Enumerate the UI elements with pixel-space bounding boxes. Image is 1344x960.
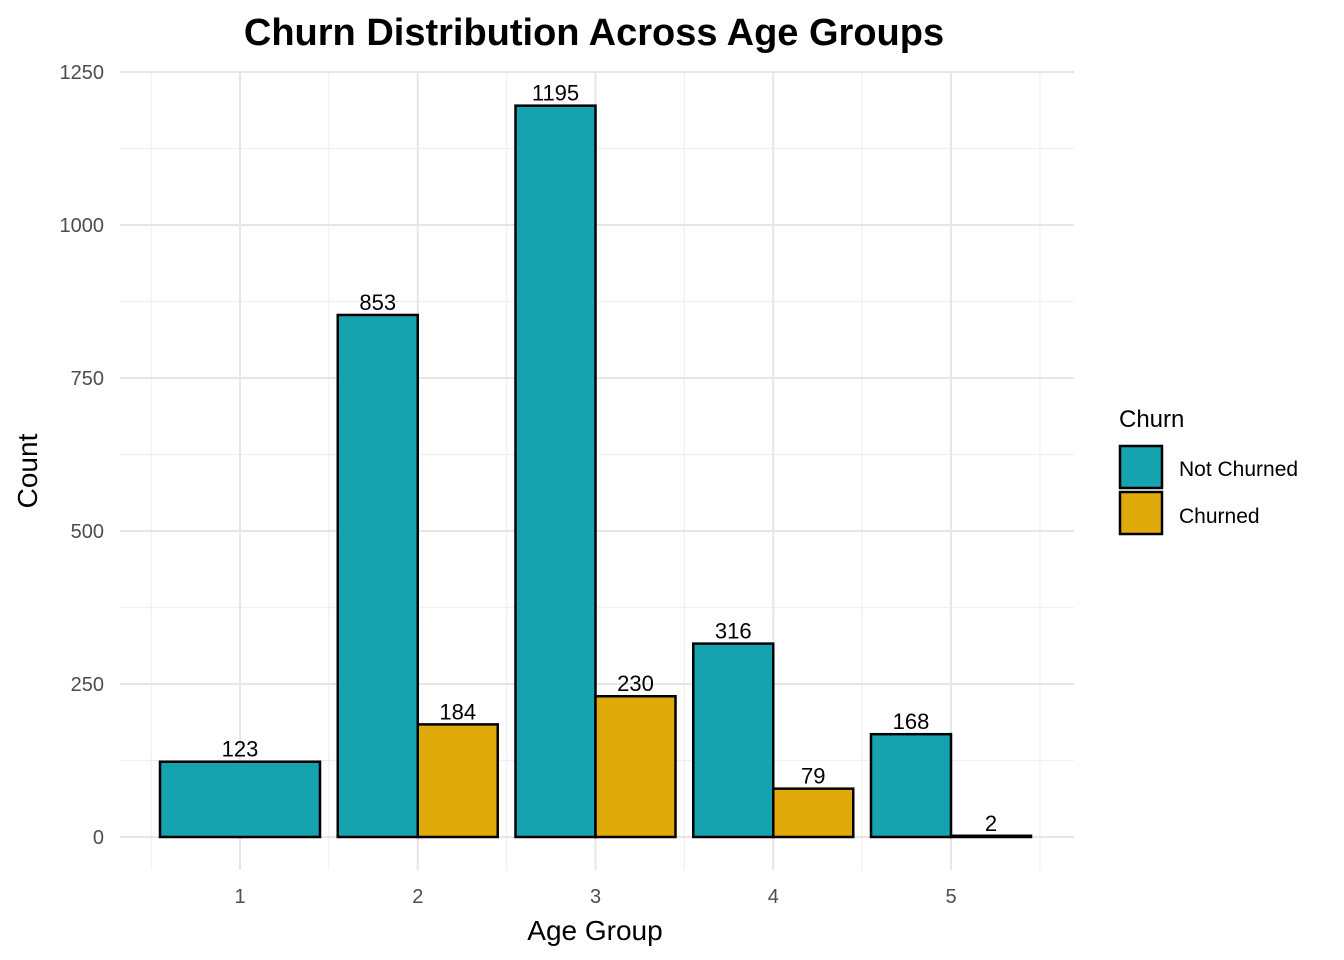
- data-labels: 123 853 184 1195 230 316 79 168 2: [222, 81, 997, 836]
- data-label: 184: [439, 699, 476, 724]
- y-tick-label: 750: [71, 368, 104, 390]
- y-tick-label: 1000: [60, 215, 105, 237]
- bar-churned-2: [416, 723, 499, 839]
- data-label: 79: [801, 764, 825, 789]
- bar-not-churned-1: [158, 760, 322, 839]
- data-label: 2: [985, 811, 997, 836]
- chart-title: Churn Distribution Across Age Groups: [244, 12, 944, 54]
- legend-label-churned: Churned: [1179, 505, 1260, 528]
- data-label: 168: [893, 709, 930, 734]
- y-tick-label: 1250: [60, 62, 105, 84]
- legend-item-churned: Churned: [1118, 490, 1260, 536]
- data-label: 316: [715, 619, 752, 644]
- y-tick-label: 250: [71, 674, 104, 696]
- bar-not-churned-5: [869, 732, 953, 839]
- x-tick-label: 2: [412, 886, 423, 908]
- bar-churned-4: [772, 787, 855, 839]
- y-tick-label: 500: [71, 521, 104, 543]
- bar-churned-5: [949, 834, 1033, 839]
- x-tick-label: 3: [590, 886, 601, 908]
- legend-swatch-churned: [1118, 490, 1164, 536]
- bars: [158, 104, 1033, 839]
- x-tick-label: 4: [768, 886, 779, 908]
- y-axis-title: Count: [12, 433, 43, 508]
- legend-title: Churn: [1119, 406, 1184, 433]
- legend: Churn Not Churned Churned: [1118, 406, 1298, 536]
- data-label: 230: [617, 671, 654, 696]
- bar-not-churned-2: [336, 313, 419, 839]
- bar-not-churned-3: [514, 104, 597, 839]
- data-label: 853: [359, 290, 396, 315]
- legend-label-not-churned: Not Churned: [1179, 458, 1298, 481]
- y-tick-label: 0: [93, 827, 104, 849]
- bar-churned-3: [594, 694, 677, 839]
- legend-item-not-churned: Not Churned: [1118, 444, 1298, 490]
- data-label: 1195: [532, 81, 579, 106]
- bar-not-churned-4: [692, 642, 775, 839]
- x-axis-title: Age Group: [527, 915, 662, 946]
- data-label: 123: [222, 737, 259, 762]
- x-tick-label: 1: [234, 886, 245, 908]
- x-tick-label: 5: [945, 886, 956, 908]
- legend-swatch-not-churned: [1118, 444, 1164, 490]
